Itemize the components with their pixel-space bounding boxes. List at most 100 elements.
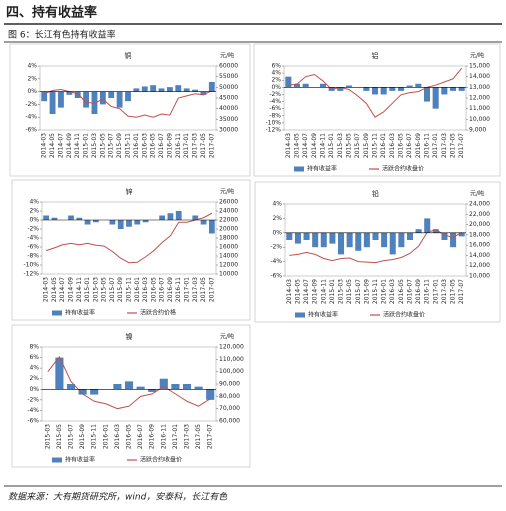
bar bbox=[90, 389, 99, 395]
bar bbox=[208, 220, 215, 234]
y-tick-label: -2% bbox=[27, 396, 39, 403]
x-tick-label: 2015-01 bbox=[84, 277, 91, 302]
plot-frame bbox=[284, 203, 467, 277]
x-tick-label: 2014-09 bbox=[66, 133, 73, 158]
x-tick-label: 2014-03 bbox=[43, 277, 50, 302]
x-tick-label: 2016-01 bbox=[134, 277, 141, 302]
x-tick-label: 2016-05 bbox=[126, 424, 133, 449]
x-tick-label: 2014-05 bbox=[49, 133, 56, 158]
x-tick-label: 2016-09 bbox=[166, 133, 173, 158]
x-tick-label: 2015-05 bbox=[101, 277, 108, 302]
y-tick-label: 4% bbox=[272, 201, 282, 208]
y2-tick-label: 10,000 bbox=[469, 116, 490, 123]
bar bbox=[117, 220, 124, 229]
bar bbox=[159, 378, 168, 390]
x-tick-label: 2015-05 bbox=[346, 279, 353, 304]
x-tick-label: 2016-09 bbox=[149, 424, 156, 449]
legend-swatch bbox=[52, 457, 62, 463]
bar bbox=[381, 232, 388, 248]
bar bbox=[363, 232, 370, 248]
x-tick-label: 2016-07 bbox=[137, 424, 144, 449]
bar bbox=[397, 87, 405, 91]
legend-label: 活跃合约收盘价 bbox=[140, 456, 182, 464]
y-tick-label: -6% bbox=[27, 244, 39, 251]
y-tick-label: 2% bbox=[29, 208, 39, 215]
x-tick-label: 2016-05 bbox=[398, 133, 405, 158]
x-tick-label: 2015-11 bbox=[125, 133, 132, 158]
legend-label: 活跃合约收盘价 bbox=[383, 311, 425, 319]
x-tick-label: 2016-07 bbox=[158, 133, 165, 158]
y-tick-label: 2% bbox=[27, 75, 37, 82]
y2-tick-label: 11,000 bbox=[469, 105, 490, 112]
price-line bbox=[44, 88, 213, 118]
y2-tick-label: 24000 bbox=[219, 208, 238, 215]
y-tick-label: -2% bbox=[25, 101, 37, 108]
bar bbox=[450, 232, 457, 248]
y-tick-label: -8% bbox=[27, 253, 39, 260]
bar bbox=[346, 232, 353, 248]
bar bbox=[441, 232, 448, 240]
y2-tick-label: 110,000 bbox=[219, 356, 244, 363]
bar bbox=[171, 384, 180, 390]
x-tick-label: 2014-09 bbox=[311, 133, 318, 158]
bar bbox=[432, 229, 439, 233]
bar bbox=[302, 83, 309, 88]
x-tick-label: 2017-01 bbox=[432, 279, 439, 304]
bar bbox=[458, 232, 465, 237]
y-tick-label: -4% bbox=[270, 258, 282, 265]
x-tick-label: 2016-05 bbox=[150, 277, 157, 302]
y2-tick-label: 22,000 bbox=[469, 211, 490, 218]
bar bbox=[293, 83, 301, 88]
x-tick-label: 2015-03 bbox=[338, 279, 345, 304]
y-tick-label: -4% bbox=[27, 235, 39, 242]
x-tick-label: 2015-11 bbox=[372, 279, 379, 304]
y2-tick-label: 120,000 bbox=[219, 344, 244, 351]
bar bbox=[92, 220, 99, 223]
x-tick-label: 2016-01 bbox=[380, 133, 387, 158]
y2-tick-label: 18,000 bbox=[469, 231, 490, 238]
bar bbox=[51, 217, 58, 220]
y-tick-label: 4% bbox=[271, 70, 281, 77]
x-tick-label: 2015-07 bbox=[109, 277, 116, 302]
x-tick-label: 2016-03 bbox=[141, 133, 148, 158]
bar bbox=[371, 87, 379, 95]
y2-unit: 元/吨 bbox=[470, 190, 484, 198]
x-tick-label: 2016-05 bbox=[150, 133, 157, 158]
x-tick-label: 2014-05 bbox=[51, 277, 58, 302]
chart-panel: 铅 元/吨 4% 2% 0% -2% -4% -6% 24,000 22,000 20,000 18,… bbox=[254, 181, 501, 323]
x-tick-label: 2015-09 bbox=[117, 277, 124, 302]
x-tick-label: 2016-03 bbox=[389, 133, 396, 158]
y2-unit: 元/吨 bbox=[220, 333, 234, 341]
x-tick-label: 2016-07 bbox=[406, 133, 413, 158]
x-tick-label: 2014-07 bbox=[59, 277, 66, 302]
bar bbox=[406, 232, 413, 240]
price-line bbox=[45, 212, 213, 264]
y2-tick-label: 70,000 bbox=[219, 405, 240, 412]
chart-title: 锌 bbox=[126, 187, 133, 196]
x-tick-label: 2016-09 bbox=[415, 279, 422, 304]
bar bbox=[109, 220, 116, 225]
y2-tick-label: 100,000 bbox=[219, 368, 244, 375]
legend-swatch bbox=[294, 166, 304, 172]
price-line bbox=[47, 355, 211, 410]
y2-tick-label: 60000 bbox=[219, 63, 238, 70]
x-tick-label: 2017-03 bbox=[441, 133, 448, 158]
bar bbox=[208, 82, 215, 92]
x-tick-label: 2017-05 bbox=[200, 133, 207, 158]
y2-tick-label: 26000 bbox=[219, 199, 238, 206]
y2-tick-label: 12,000 bbox=[469, 262, 490, 269]
y-tick-label: -6% bbox=[270, 273, 282, 280]
x-tick-label: 2014-11 bbox=[74, 133, 81, 158]
bar bbox=[108, 91, 115, 98]
x-tick-label: 2014-03 bbox=[286, 279, 293, 304]
y2-tick-label: 20,000 bbox=[469, 221, 490, 228]
y2-tick-label: 80,000 bbox=[219, 393, 240, 400]
y-tick-label: -8% bbox=[269, 112, 281, 119]
y-tick-label: 2% bbox=[29, 375, 39, 382]
x-tick-label: 2015-05 bbox=[56, 424, 63, 449]
x-tick-label: 2014-03 bbox=[285, 133, 292, 158]
x-tick-label: 2016-01 bbox=[102, 424, 109, 449]
y-tick-label: -2% bbox=[27, 226, 39, 233]
y2-tick-label: 18000 bbox=[219, 235, 238, 242]
x-tick-label: 2016-11 bbox=[424, 279, 431, 304]
